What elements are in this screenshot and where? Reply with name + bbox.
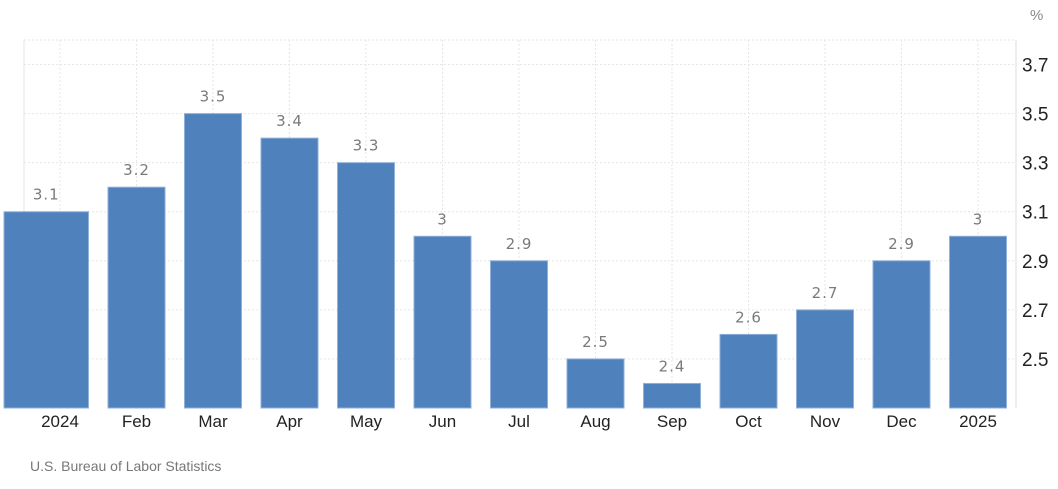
x-tick-label: 2024 [41, 412, 79, 431]
bar [872, 260, 931, 409]
x-tick-label: 2025 [959, 412, 997, 431]
data-label: 3.4 [276, 112, 303, 130]
bar [490, 260, 548, 409]
bar [796, 309, 854, 409]
bar [337, 162, 395, 409]
y-tick-label: 2.7 [1022, 301, 1048, 322]
x-tick-label: Dec [886, 412, 917, 431]
unit-label: % [1030, 7, 1043, 24]
x-tick-label: Feb [122, 412, 151, 431]
data-label: 2.5 [582, 333, 609, 351]
data-label: 2.9 [888, 235, 915, 253]
x-tick-label: May [350, 412, 383, 431]
y-tick-label: 3.3 [1022, 154, 1048, 175]
y-tick-label: 3.7 [1022, 56, 1048, 77]
bar [413, 235, 472, 409]
data-label: 3.3 [353, 137, 380, 155]
source-label: U.S. Bureau of Labor Statistics [30, 458, 222, 474]
x-tick-label: Sep [657, 412, 687, 431]
x-tick-label: Nov [810, 412, 841, 431]
x-tick-label: Mar [198, 412, 228, 431]
bar [566, 358, 625, 409]
bar [107, 186, 166, 409]
x-tick-label: Oct [735, 412, 762, 431]
x-tick-label: Jun [429, 412, 456, 431]
bar [3, 211, 89, 409]
data-label: 3 [437, 210, 448, 228]
y-tick-label: 3.5 [1022, 105, 1048, 126]
y-tick-label: 2.9 [1022, 252, 1048, 273]
data-label: 3.5 [200, 88, 227, 106]
y-tick-label: 3.1 [1022, 203, 1048, 224]
data-label: 2.7 [812, 284, 839, 302]
bar [949, 235, 1007, 409]
bar [184, 113, 242, 409]
x-tick-label: Apr [276, 412, 303, 431]
data-label: 3.2 [123, 161, 150, 179]
bar [643, 382, 701, 409]
data-label: 3.1 [33, 186, 60, 204]
y-tick-label: 2.5 [1022, 350, 1048, 371]
bar [719, 333, 778, 409]
data-label: 2.6 [735, 308, 762, 326]
x-tick-label: Jul [508, 412, 530, 431]
data-label: 3 [973, 210, 984, 228]
data-label: 2.4 [659, 357, 686, 375]
bar [260, 137, 319, 409]
x-tick-label: Aug [580, 412, 610, 431]
data-label: 2.9 [506, 235, 533, 253]
